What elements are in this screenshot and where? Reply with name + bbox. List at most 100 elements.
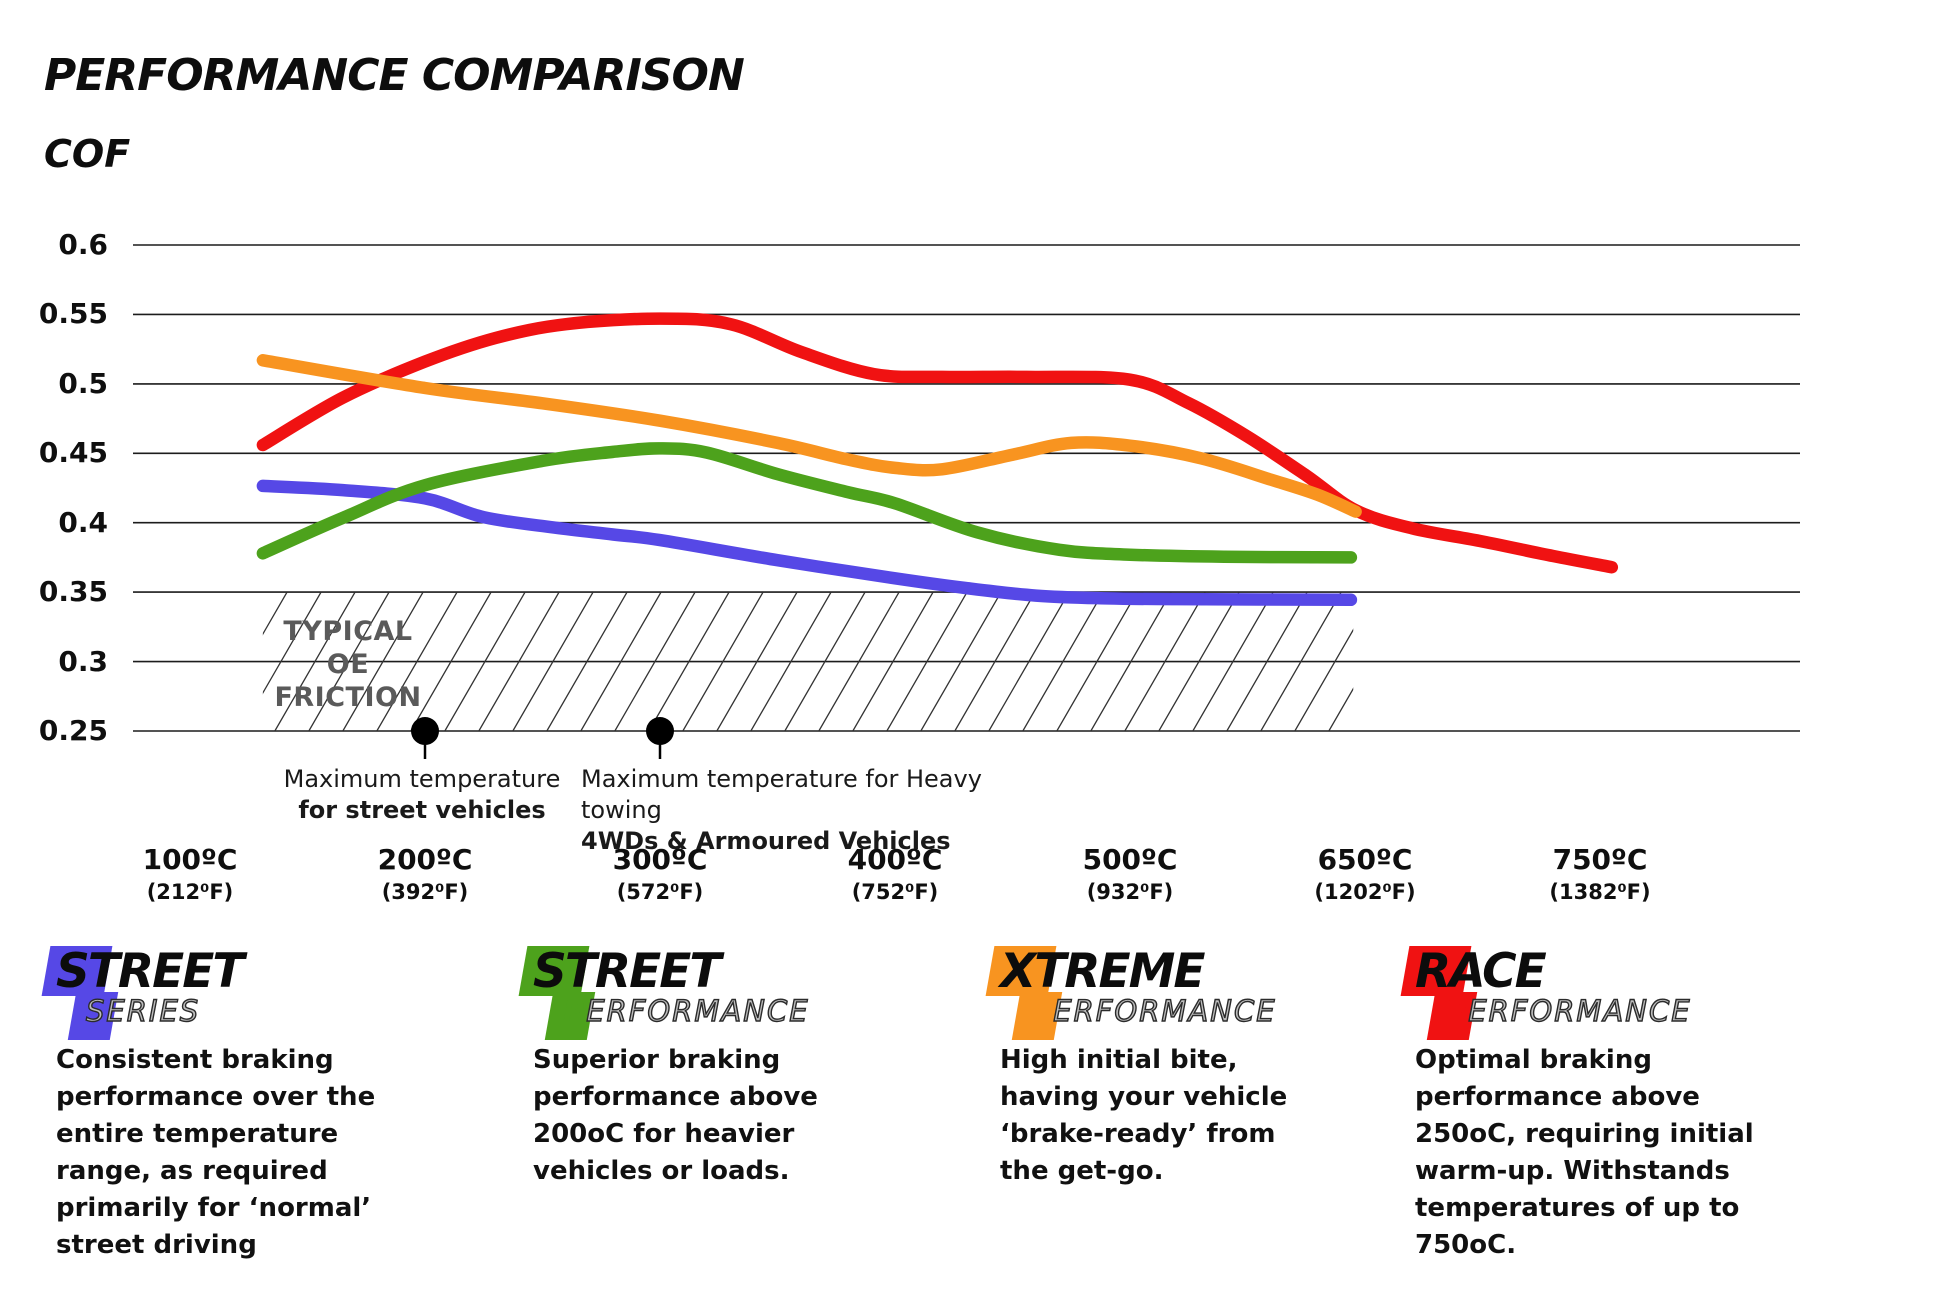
hatch-line — [614, 592, 696, 732]
hatch-line — [1124, 592, 1206, 732]
hatch-line — [1328, 687, 1354, 732]
legend-description: High initial bite, having your vehicle ‘… — [1000, 1045, 1288, 1186]
hatch-line — [376, 592, 458, 732]
y-tick-label: 0.3 — [58, 644, 108, 678]
hatch-line — [648, 592, 730, 732]
x-tick-celsius: 100ºC — [142, 843, 238, 876]
hatch-line — [274, 592, 356, 732]
logo-line1: STREET — [533, 944, 721, 999]
annotation-line2: for street vehicles — [298, 796, 546, 825]
hatch-line — [478, 592, 560, 732]
x-tick-celsius: 500ºC — [1082, 843, 1178, 876]
hatch-line — [342, 592, 424, 732]
annotation-line2: 4WDs & Armoured Vehicles — [581, 827, 951, 856]
x-tick-label: 200ºC (392⁰F) — [325, 843, 525, 904]
hatch-line — [512, 592, 594, 732]
race-performance-logo: RACE PERFORMANCE — [1400, 944, 1692, 1040]
hatch-line — [1056, 592, 1138, 732]
x-tick-fahrenheit: (1382⁰F) — [1549, 880, 1651, 904]
oe-label-line2: FRICTION — [274, 681, 422, 713]
hatch-line — [1294, 628, 1354, 732]
hatch-line — [920, 592, 1002, 732]
logo-line2: PERFORMANCE — [563, 994, 810, 1028]
hatch-line — [410, 592, 492, 732]
series-line-race-performance — [256, 312, 1619, 574]
hatch-line — [308, 592, 390, 732]
x-tick-label: 750ºC (1382⁰F) — [1500, 843, 1700, 904]
logo-line2: PERFORMANCE — [1030, 994, 1277, 1028]
hatch-line — [818, 592, 900, 732]
hatch-line — [546, 592, 628, 732]
x-tick-celsius: 400ºC — [847, 843, 943, 876]
xtreme-performance-logo: XTREME PERFORMANCE — [985, 944, 1277, 1040]
cof-line-chart — [133, 244, 1800, 760]
hatch-line — [262, 592, 322, 695]
y-tick-label: 0.25 — [38, 714, 108, 747]
logo-line2: SERIES — [85, 994, 201, 1028]
typical-oe-friction-band — [262, 592, 1354, 732]
logo-line2: PERFORMANCE — [1445, 994, 1692, 1028]
hatch-line — [1226, 592, 1308, 732]
legend-street-performance: STREET PERFORMANCE Superior braking perf… — [518, 944, 818, 1186]
hatch-line — [682, 592, 764, 732]
annotation-line1: Maximum temperature — [283, 765, 561, 793]
x-tick-fahrenheit: (572⁰F) — [616, 880, 704, 904]
x-tick-label: 400ºC (752⁰F) — [795, 843, 995, 904]
hatch-line — [886, 592, 968, 732]
x-tick-celsius: 300ºC — [612, 843, 708, 876]
hatch-line — [1158, 592, 1240, 732]
x-tick-fahrenheit: (752⁰F) — [851, 880, 939, 904]
annotation-line1: Maximum temperature for Heavy towing — [581, 765, 982, 825]
x-tick-celsius: 750ºC — [1552, 843, 1648, 876]
page-title: PERFORMANCE COMPARISON — [44, 50, 745, 101]
y-axis-title: COF — [44, 132, 131, 176]
hatch-line — [1192, 592, 1274, 732]
annotation-dot — [646, 717, 674, 746]
hatch-line — [262, 592, 288, 636]
x-tick-fahrenheit: (392⁰F) — [381, 880, 469, 904]
hatch-line — [1022, 592, 1104, 732]
legend-description: Consistent braking performance over the … — [56, 1045, 376, 1260]
y-tick-label: 0.4 — [58, 505, 108, 539]
hatch-line — [750, 592, 832, 732]
x-tick-celsius: 200ºC — [377, 843, 473, 876]
y-tick-label: 0.55 — [38, 297, 108, 331]
series-line-xtreme-performance — [256, 354, 1362, 518]
y-tick-label: 0.5 — [58, 366, 108, 400]
series-line-street-performance — [256, 442, 1358, 564]
y-tick-label: 0.35 — [38, 575, 108, 609]
x-tick-label: 500ºC (932⁰F) — [1030, 843, 1230, 904]
x-tick-fahrenheit: (212⁰F) — [146, 880, 234, 904]
hatch-line — [852, 592, 934, 732]
x-tick-fahrenheit: (932⁰F) — [1086, 880, 1174, 904]
annotation-street-max-temp: Maximum temperature for street vehicles — [232, 764, 612, 826]
logo-line1: XTREME — [1000, 944, 1205, 999]
y-tick-label: 0.6 — [58, 228, 108, 261]
x-tick-fahrenheit: (1202⁰F) — [1314, 880, 1416, 904]
y-tick-label: 0.45 — [38, 436, 108, 470]
legend-description: Optimal braking performance above 250oC,… — [1415, 1045, 1754, 1260]
street-series-logo: STREET SERIES — [41, 944, 244, 1040]
annotation-towing-max-temp: Maximum temperature for Heavy towing 4WD… — [581, 764, 1041, 858]
hatch-line — [1260, 592, 1342, 732]
x-tick-label: 650ºC (1202⁰F) — [1265, 843, 1465, 904]
series-line-street-series — [256, 479, 1358, 607]
hatch-line — [954, 592, 1036, 732]
legend-description: Superior braking performance above 200oC… — [533, 1045, 818, 1186]
logo-line1: RACE — [1415, 944, 1547, 999]
legend-xtreme-performance: XTREME PERFORMANCE High initial bite, ha… — [985, 944, 1287, 1186]
hatch-line — [716, 592, 798, 732]
logo-line1: STREET — [56, 944, 244, 999]
typical-oe-friction-label: TYPICAL OE FRICTION — [258, 616, 438, 715]
x-tick-label: 300ºC (572⁰F) — [560, 843, 760, 904]
hatch-line — [988, 592, 1070, 732]
hatch-line — [444, 592, 526, 732]
street-performance-logo: STREET PERFORMANCE — [518, 944, 810, 1040]
x-tick-celsius: 650ºC — [1317, 843, 1413, 876]
legend-race-performance: RACE PERFORMANCE Optimal braking perform… — [1400, 944, 1754, 1260]
hatch-line — [580, 592, 662, 732]
legend-street-series: STREET SERIES Consistent braking perform… — [41, 944, 375, 1260]
oe-label-line1: TYPICAL OE — [283, 616, 413, 680]
x-tick-label: 100ºC (212⁰F) — [90, 843, 290, 904]
